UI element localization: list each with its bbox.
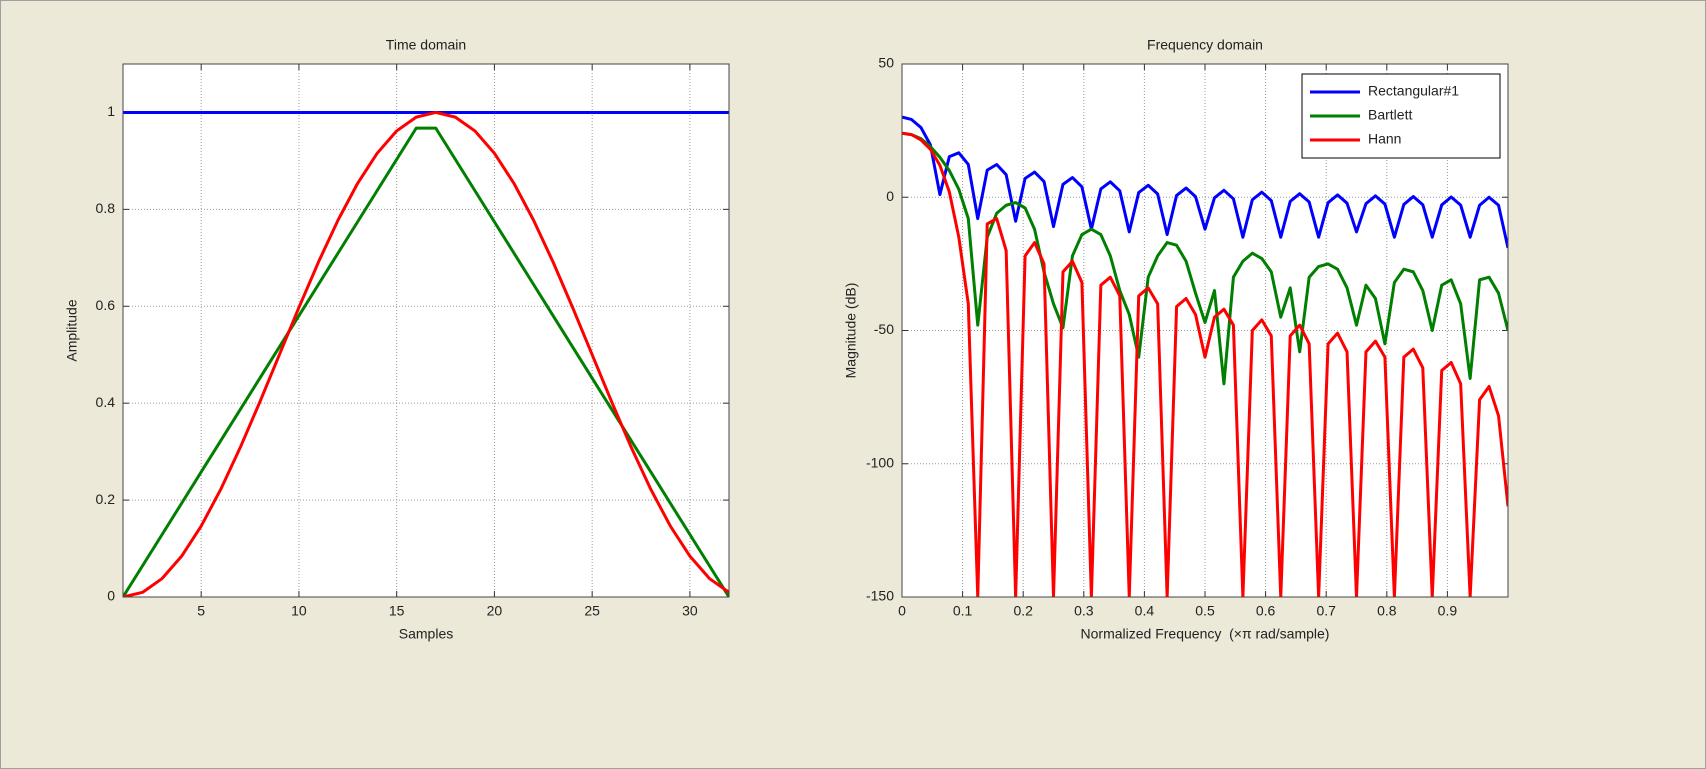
x-axis-label: Samples: [399, 626, 453, 642]
axes: Frequency domain Normalized Frequency (×π…: [843, 37, 1509, 642]
y-tick-label: -50: [874, 321, 894, 337]
y-tick-label: 0: [107, 588, 115, 604]
y-axis-label: Magnitude (dB): [843, 283, 859, 379]
series-line: [123, 110, 729, 597]
series-line: [902, 131, 1508, 597]
series-line: [123, 126, 729, 597]
x-tick-label: 0.2: [1013, 603, 1033, 619]
x-tick-label: 0.1: [953, 603, 973, 619]
x-tick-label: 20: [487, 603, 503, 619]
x-tick-label: 0.8: [1377, 603, 1397, 619]
y-axis-label: Amplitude: [64, 299, 80, 361]
series-line: [902, 131, 1508, 386]
y-tick-label: 50: [878, 55, 894, 71]
y-tick-label: -150: [866, 588, 894, 604]
y-tick-label: 0: [886, 188, 894, 204]
x-tick-label: 0.7: [1316, 603, 1336, 619]
y-tick-label: 0.6: [96, 297, 116, 313]
axes: Time domain Samples Amplitude 5 10 15 20 25 30 0 0…: [64, 37, 730, 642]
y-tick-label: -100: [866, 454, 894, 470]
legend: Rectangular#1 Bartlett Hann: [1301, 73, 1501, 159]
y-tick-label: 0.4: [96, 394, 116, 410]
y-tick-label: 0.8: [96, 200, 116, 216]
x-tick-label: 0.5: [1195, 603, 1215, 619]
chart-title: Frequency domain: [1147, 37, 1263, 53]
legend-label: Rectangular#1: [1368, 83, 1459, 99]
chart-title: Time domain: [386, 37, 466, 53]
x-tick-label: 15: [389, 603, 405, 619]
x-tick-label: 0.9: [1438, 603, 1458, 619]
x-tick-label: 25: [584, 603, 600, 619]
x-tick-label: 10: [291, 603, 307, 619]
axes-frame: [122, 63, 730, 598]
legend-label: Bartlett: [1368, 107, 1412, 123]
x-tick-label: 30: [682, 603, 698, 619]
y-tick-label: 0.2: [96, 491, 116, 507]
x-tick-label: 0.3: [1074, 603, 1094, 619]
x-tick-label: 0.6: [1256, 603, 1276, 619]
y-tick-label: 1: [107, 103, 115, 119]
axes-frame: [901, 63, 1509, 598]
legend-label: Hann: [1368, 131, 1401, 147]
x-tick-label: 5: [197, 603, 205, 619]
x-tick-label: 0: [898, 603, 906, 619]
x-axis-label: Normalized Frequency (×π rad/sample): [1081, 626, 1330, 642]
x-tick-label: 0.4: [1135, 603, 1155, 619]
plot-area: [123, 64, 729, 597]
series-line: [902, 115, 1508, 249]
